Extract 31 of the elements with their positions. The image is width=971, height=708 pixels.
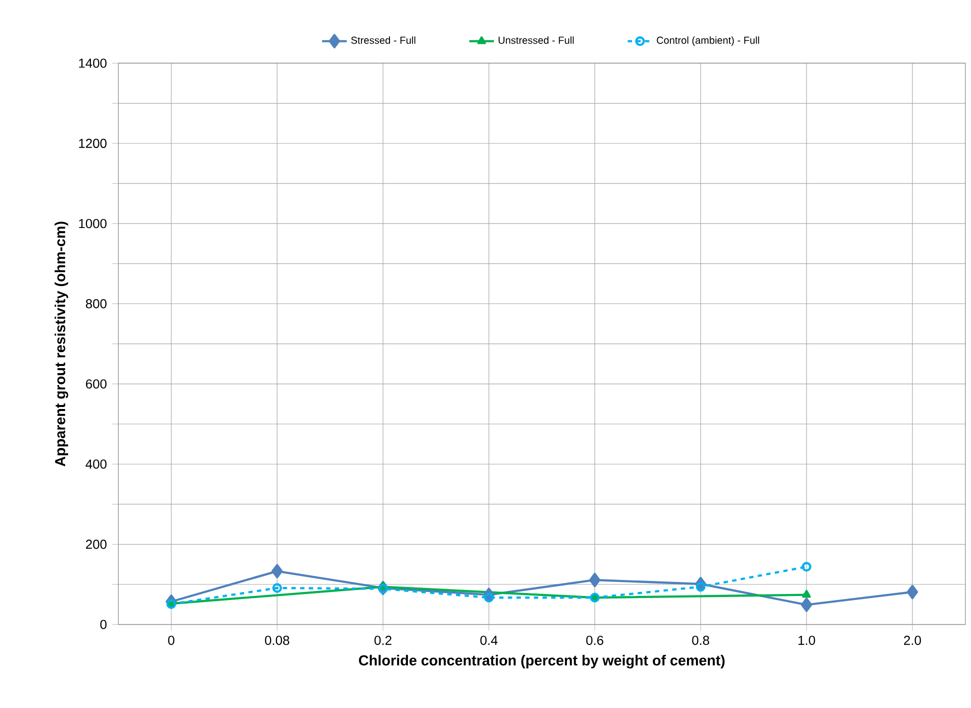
y-tick-label: 200 bbox=[86, 540, 107, 549]
x-tick-label: 2.0 bbox=[904, 636, 921, 646]
x-tick-label: 1.0 bbox=[798, 636, 816, 646]
y-tick-label: 600 bbox=[86, 379, 107, 389]
point bbox=[802, 562, 812, 572]
point bbox=[800, 598, 812, 612]
point bbox=[378, 584, 388, 594]
legend-label: Unstressed - Full bbox=[498, 36, 574, 44]
y-tick-label: 1000 bbox=[79, 219, 107, 228]
x-tick-label: 0.2 bbox=[374, 636, 392, 646]
legend-label: Stressed - Full bbox=[351, 36, 416, 44]
point bbox=[484, 592, 494, 603]
y-tick-label: 1200 bbox=[79, 138, 107, 148]
point bbox=[696, 582, 706, 592]
y-tick-label: 1400 bbox=[79, 58, 107, 68]
x-tick-label: 0.08 bbox=[264, 636, 290, 646]
legend-label: Control (ambient) - Full bbox=[656, 36, 760, 46]
point bbox=[272, 583, 282, 593]
x-tick-label: 0 bbox=[168, 636, 174, 646]
x-tick-label: 0.6 bbox=[586, 636, 604, 646]
y-tick-label: 0 bbox=[100, 620, 107, 630]
y-axis-title: Apparent grout resistivity (ohm-cm) bbox=[54, 222, 68, 466]
point bbox=[906, 584, 918, 600]
point bbox=[802, 590, 811, 598]
y-tick-label: 400 bbox=[86, 460, 107, 469]
x-axis-title: Chloride concentration (percent by weight of cement) bbox=[358, 654, 725, 668]
point bbox=[271, 564, 283, 578]
x-tick-label: 0.4 bbox=[480, 636, 498, 646]
y-tick-label: 800 bbox=[86, 299, 107, 308]
x-tick-label: 0.8 bbox=[692, 636, 710, 646]
point bbox=[589, 572, 600, 588]
